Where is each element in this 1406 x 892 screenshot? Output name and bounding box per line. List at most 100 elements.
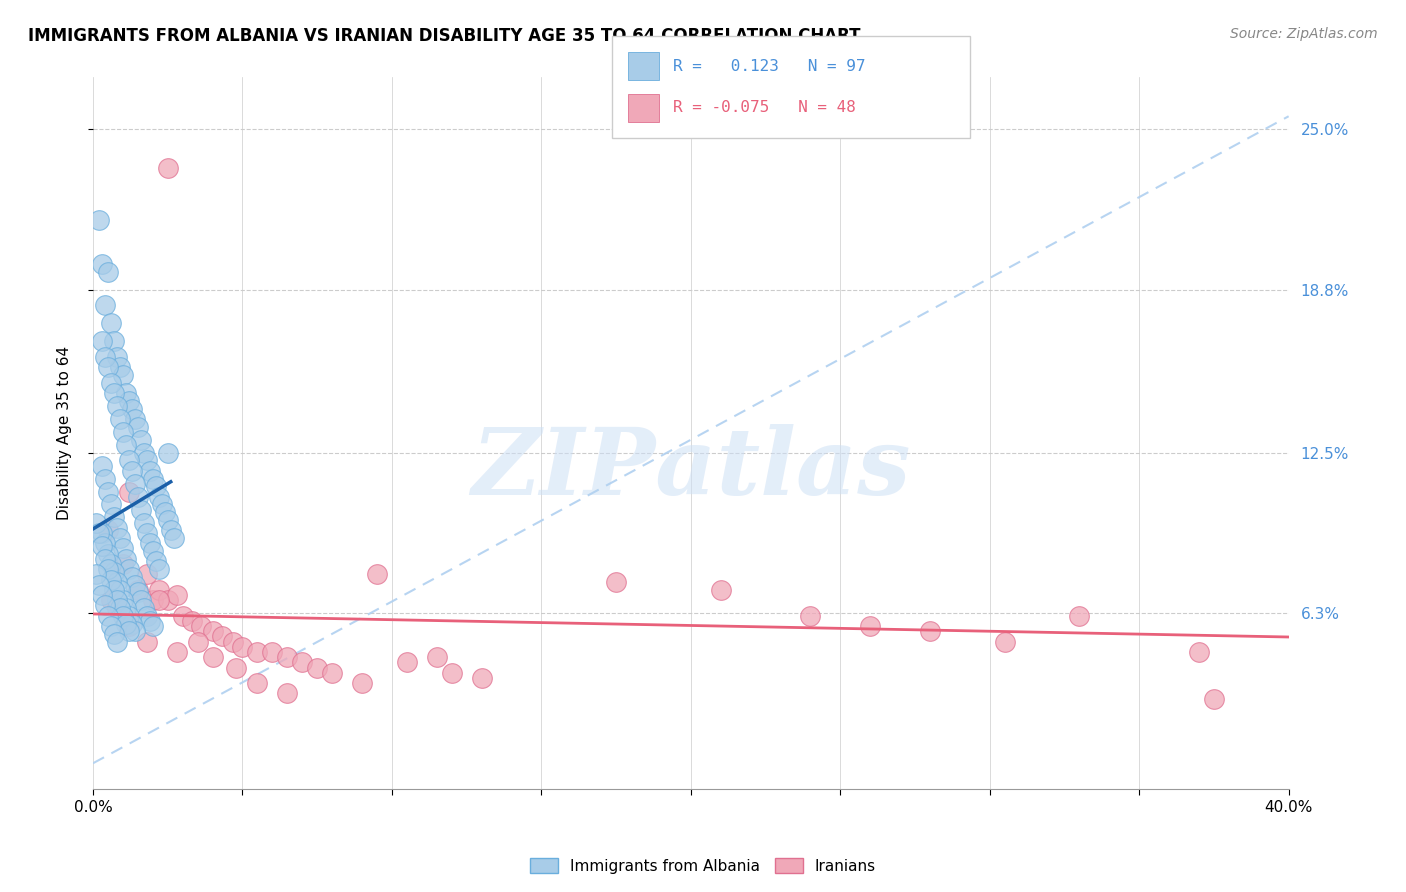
Point (97, 484, 120, 499)
Point (190, 619, 212, 633)
Point (156, 513, 179, 527)
Point (1188, 645, 1211, 659)
Point (118, 453, 141, 467)
Text: R =   0.123   N = 97: R = 0.123 N = 97 (673, 59, 866, 73)
Point (350, 676, 373, 690)
Point (201, 650, 224, 665)
Point (105, 575, 128, 590)
Point (108, 412, 131, 426)
Text: Source: ZipAtlas.com: Source: ZipAtlas.com (1230, 27, 1378, 41)
Point (100, 498, 122, 512)
Point (127, 582, 149, 597)
Point (211, 630, 233, 644)
Point (129, 593, 152, 607)
Point (127, 419, 149, 434)
Point (115, 616, 138, 631)
Point (124, 476, 146, 491)
Point (111, 541, 134, 556)
Point (103, 565, 125, 579)
Point (471, 671, 494, 685)
Point (87, 212, 110, 227)
Point (91, 334, 114, 349)
Point (142, 472, 165, 486)
Point (87, 525, 110, 540)
Point (135, 453, 157, 467)
Point (105, 601, 128, 615)
Point (148, 582, 170, 597)
Point (115, 438, 138, 452)
Point (105, 350, 128, 364)
Point (605, 575, 627, 590)
Point (156, 446, 179, 460)
Point (148, 593, 170, 607)
Text: IMMIGRANTS FROM ALBANIA VS IRANIAN DISABILITY AGE 35 TO 64 CORRELATION CHART: IMMIGRANTS FROM ALBANIA VS IRANIAN DISAB… (28, 27, 860, 45)
Point (156, 593, 179, 607)
Point (118, 393, 141, 408)
Point (231, 640, 253, 654)
Legend: Immigrants from Albania, Iranians: Immigrants from Albania, Iranians (524, 852, 882, 880)
Point (276, 650, 298, 665)
Point (225, 660, 247, 674)
Point (918, 624, 941, 639)
Point (97, 547, 120, 561)
Point (111, 593, 134, 607)
Point (94, 350, 117, 364)
Point (100, 573, 122, 587)
Point (124, 624, 146, 639)
Point (163, 531, 186, 545)
Point (139, 614, 162, 628)
Point (139, 464, 162, 478)
Point (148, 490, 170, 504)
Point (150, 498, 173, 512)
Point (118, 624, 141, 639)
Point (100, 376, 122, 390)
Point (108, 360, 131, 375)
Point (187, 634, 209, 648)
Text: R = -0.075   N = 48: R = -0.075 N = 48 (673, 101, 856, 115)
Point (105, 399, 128, 413)
Point (84, 516, 107, 530)
Point (111, 557, 134, 571)
Point (105, 593, 128, 607)
Point (100, 316, 122, 330)
Point (994, 634, 1017, 648)
Point (129, 502, 152, 516)
Point (115, 551, 138, 566)
Point (91, 257, 114, 271)
Point (166, 588, 188, 602)
Point (115, 601, 138, 615)
Point (118, 484, 141, 499)
Point (84, 567, 107, 582)
Point (262, 645, 284, 659)
Point (366, 567, 388, 582)
Point (246, 676, 269, 690)
Point (440, 665, 463, 680)
Point (135, 634, 157, 648)
Point (276, 686, 298, 700)
Point (91, 588, 114, 602)
Point (111, 368, 134, 382)
Point (94, 599, 117, 613)
Point (172, 608, 194, 623)
Point (132, 446, 155, 460)
Point (97, 608, 120, 623)
Point (124, 577, 146, 591)
Point (159, 524, 181, 538)
Point (142, 619, 165, 633)
Point (87, 577, 110, 591)
Point (115, 386, 138, 401)
Point (121, 401, 143, 416)
Point (94, 298, 117, 312)
Point (395, 656, 418, 670)
Point (100, 593, 122, 607)
Point (121, 616, 143, 631)
Point (105, 521, 128, 535)
Point (97, 264, 120, 278)
Point (91, 525, 114, 540)
Point (97, 562, 120, 576)
Point (859, 619, 882, 633)
Point (180, 614, 202, 628)
Point (100, 557, 122, 571)
Point (118, 608, 141, 623)
Point (142, 593, 165, 607)
